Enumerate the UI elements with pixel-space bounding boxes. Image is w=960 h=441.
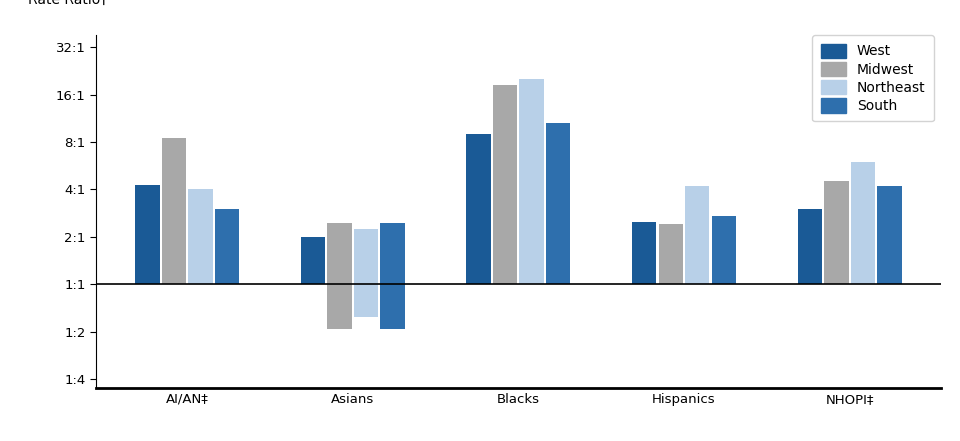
Bar bbox=[659, 224, 683, 284]
Bar bbox=[135, 184, 159, 284]
Bar bbox=[519, 79, 544, 284]
Bar bbox=[380, 223, 405, 329]
Bar bbox=[851, 162, 876, 284]
Bar bbox=[685, 186, 709, 284]
Bar bbox=[467, 134, 491, 284]
Bar bbox=[215, 209, 239, 284]
Text: Rate Ratio†: Rate Ratio† bbox=[29, 0, 108, 7]
Bar bbox=[825, 181, 849, 284]
Bar bbox=[188, 190, 212, 284]
Bar bbox=[711, 217, 736, 284]
Bar bbox=[327, 223, 351, 329]
Bar bbox=[798, 209, 822, 284]
Legend: West, Midwest, Northeast, South: West, Midwest, Northeast, South bbox=[812, 35, 934, 121]
Bar bbox=[300, 237, 325, 284]
Bar bbox=[877, 186, 901, 284]
Bar bbox=[492, 85, 517, 284]
Bar bbox=[546, 123, 570, 284]
Bar bbox=[161, 138, 186, 284]
Bar bbox=[632, 222, 657, 284]
Bar bbox=[354, 229, 378, 317]
